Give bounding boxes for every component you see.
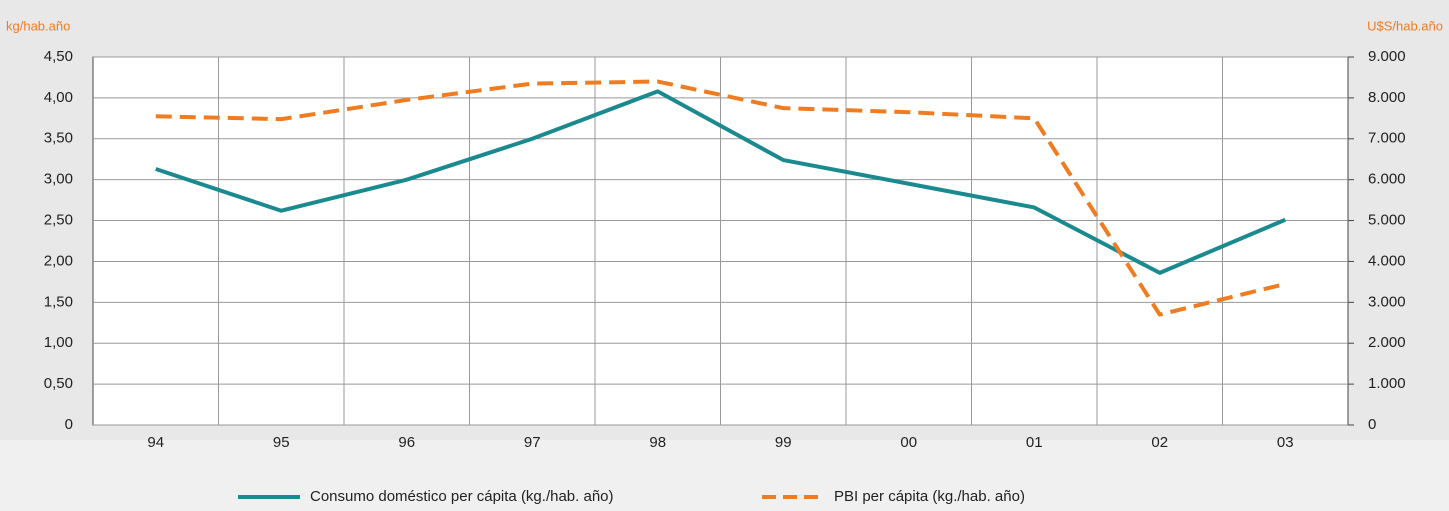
x-tick-label: 95	[273, 434, 290, 451]
legend-band	[0, 440, 1449, 511]
y-tick-label: 1,00	[44, 334, 73, 351]
y-tick-label: 1,50	[44, 293, 73, 310]
y2-tick-label: 1.000	[1368, 375, 1406, 392]
y2-tick-label: 0	[1368, 416, 1376, 433]
y2-tick-label: 3.000	[1368, 293, 1406, 310]
x-tick-label: 98	[649, 434, 666, 451]
y-tick-label: 0,50	[44, 375, 73, 392]
x-tick-label: 96	[398, 434, 415, 451]
legend-label: PBI per cápita (kg./hab. año)	[834, 488, 1025, 505]
y-tick-label: 4,00	[44, 89, 73, 106]
x-tick-label: 00	[900, 434, 917, 451]
y2-tick-label: 2.000	[1368, 334, 1406, 351]
y-tick-label: 3,50	[44, 130, 73, 147]
y-axis-label: kg/hab.año	[6, 18, 70, 33]
x-tick-label: 01	[1026, 434, 1043, 451]
x-tick-label: 02	[1151, 434, 1168, 451]
y2-tick-label: 6.000	[1368, 171, 1406, 188]
y-tick-label: 2,50	[44, 212, 73, 229]
y2-tick-label: 5.000	[1368, 212, 1406, 229]
x-tick-label: 99	[775, 434, 792, 451]
y-tick-label: 3,00	[44, 171, 73, 188]
y-tick-label: 4,50	[44, 48, 73, 65]
x-tick-label: 03	[1277, 434, 1294, 451]
y2-tick-label: 4.000	[1368, 252, 1406, 269]
y2-tick-label: 7.000	[1368, 130, 1406, 147]
series-line	[155, 89, 1287, 275]
y2-tick-label: 8.000	[1368, 89, 1406, 106]
y-tick-label: 2,00	[44, 252, 73, 269]
x-tick-label: 94	[147, 434, 164, 451]
y-tick-label: 0	[65, 416, 73, 433]
y2-axis-label: U$S/hab.año	[1367, 18, 1443, 33]
x-tick-label: 97	[524, 434, 541, 451]
y2-tick-label: 9.000	[1368, 48, 1406, 65]
legend-label: Consumo doméstico per cápita (kg./hab. a…	[310, 488, 614, 505]
